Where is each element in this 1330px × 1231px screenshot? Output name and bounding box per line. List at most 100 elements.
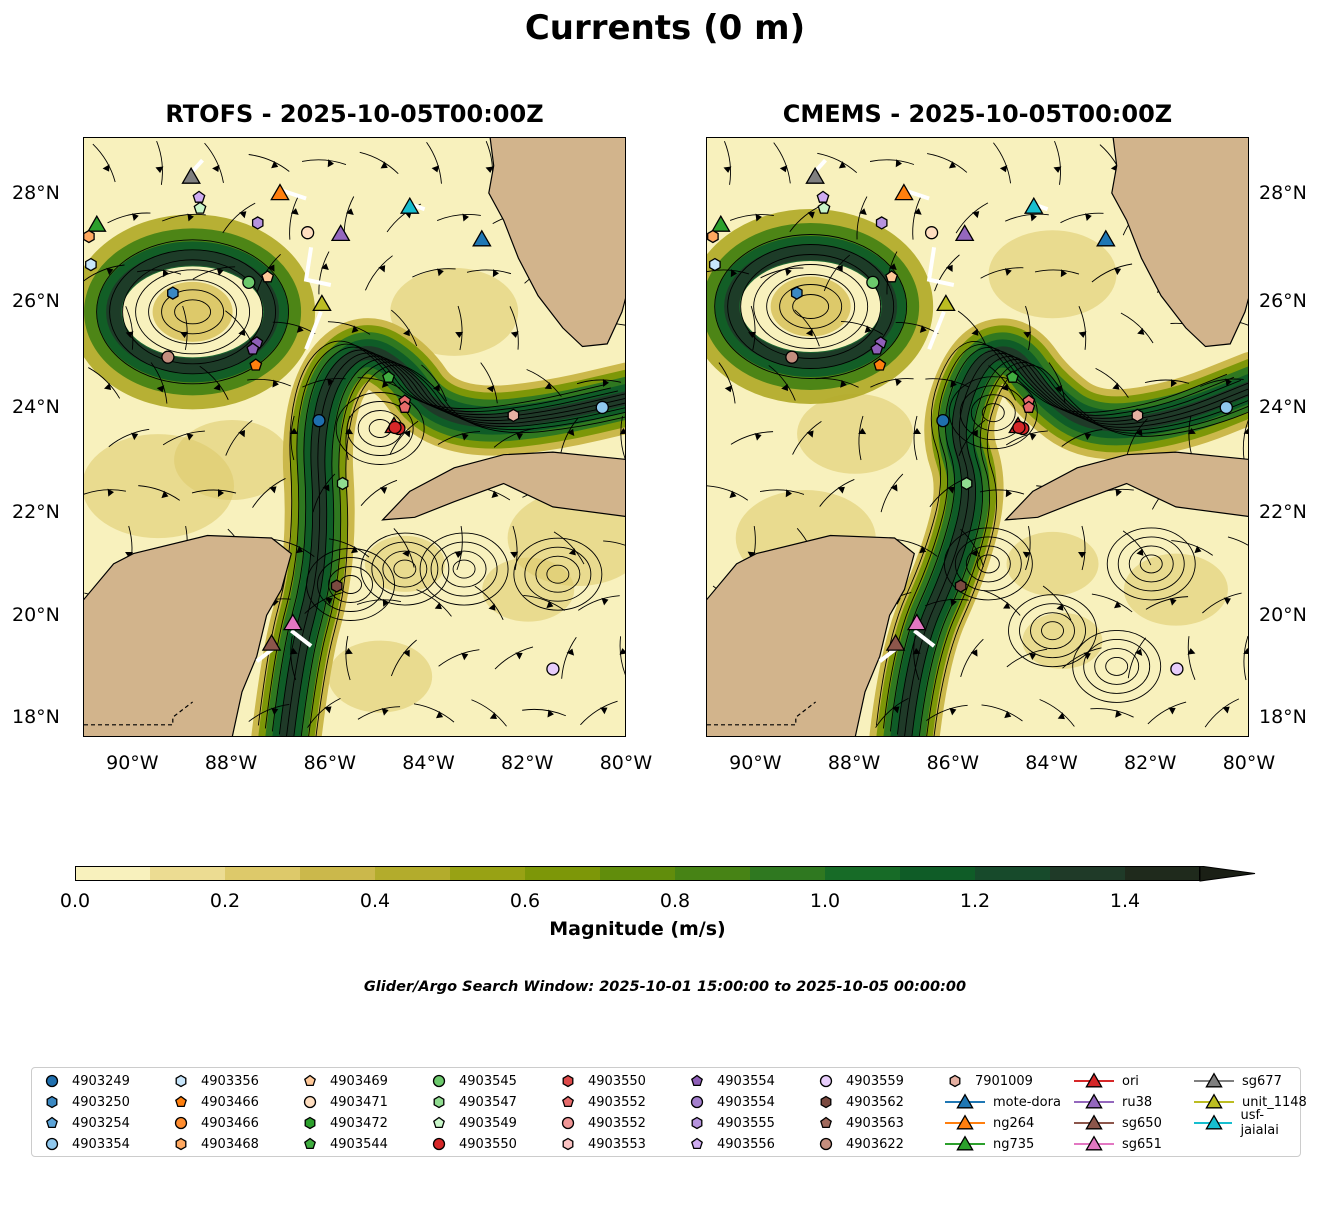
flow-arrow <box>318 251 330 295</box>
glider-track <box>303 246 332 287</box>
flow-arrow <box>929 478 965 508</box>
flow-arrow <box>768 365 796 401</box>
flow-arrow <box>393 528 415 568</box>
colorbar <box>75 866 1256 882</box>
marker-sg677 <box>805 166 825 184</box>
streamline <box>513 537 603 611</box>
marker-mote-dora <box>472 229 492 247</box>
streamline <box>546 564 570 584</box>
legend-triangle-icon <box>1085 1093 1103 1109</box>
marker-4903552 <box>1022 400 1036 413</box>
marker-unit_1148 <box>312 294 332 312</box>
streamline <box>360 532 450 606</box>
flow-arrow <box>107 212 151 224</box>
flow-arrow <box>1126 418 1148 458</box>
streamline <box>535 555 581 593</box>
legend-hexagon-icon <box>304 1116 316 1130</box>
legend-circle-icon <box>45 1137 59 1151</box>
cmems-panel-title: CMEMS - 2025-10-05T00:00Z <box>782 100 1173 128</box>
speed-region <box>364 535 445 592</box>
flow-arrow <box>960 638 984 677</box>
streamline <box>371 541 439 597</box>
flow-arrow <box>958 419 986 456</box>
flow-arrow <box>980 267 1024 279</box>
lat-tick-label: 24°N <box>1259 396 1307 419</box>
speed-region <box>1006 531 1099 596</box>
legend-label: ng735 <box>993 1136 1035 1152</box>
lon-tick-label: 80°W <box>1222 752 1276 774</box>
streamline <box>1106 527 1196 601</box>
flow-arrow <box>522 708 566 718</box>
colorbar-tick-label: 1.2 <box>959 890 991 912</box>
legend-item: 4903552 <box>558 1113 646 1133</box>
flow-arrow <box>454 526 463 571</box>
flow-arrow <box>979 489 1025 498</box>
marker-7901009 <box>1131 408 1144 423</box>
yucatan-land <box>84 534 292 736</box>
streamline <box>306 548 395 621</box>
legend-label: ori <box>1122 1073 1139 1089</box>
legend-label: 4903544 <box>330 1136 388 1152</box>
streamline <box>382 550 428 588</box>
streamline <box>918 359 1248 736</box>
flow-arrow <box>1200 378 1244 387</box>
lat-tick-label: 20°N <box>1259 604 1307 627</box>
legend-triangle-icon <box>956 1135 974 1151</box>
marker-4903559 <box>1170 662 1184 676</box>
colorbar-bin <box>225 866 300 881</box>
legend-item: 4903554 <box>687 1092 775 1112</box>
legend-label: 4903559 <box>846 1073 904 1089</box>
marker-4903555 <box>875 216 888 230</box>
marker-4903556 <box>192 190 206 203</box>
legend: 4903249 4903250 4903254 4903354 4903356 49034… <box>31 1067 1307 1157</box>
flow-arrow <box>192 266 236 280</box>
streamline <box>300 358 625 736</box>
flow-arrow <box>912 196 922 240</box>
flow-arrow <box>875 697 909 728</box>
flow-arrow <box>896 539 938 557</box>
flow-arrow <box>748 305 757 351</box>
flow-arrow <box>1204 698 1240 728</box>
streamline <box>981 403 1005 423</box>
border-line <box>84 701 193 726</box>
streamline <box>1008 594 1097 668</box>
marker-ng735 <box>711 214 731 232</box>
streamline <box>1072 629 1162 703</box>
legend-circle-icon <box>819 1137 833 1151</box>
marker-sg651 <box>282 613 303 631</box>
legend-item: 4903563 <box>816 1113 904 1133</box>
legend-label: ng264 <box>993 1115 1035 1131</box>
flow-arrow <box>792 421 822 455</box>
marker-4903466 <box>873 358 887 371</box>
marker-4903554 <box>870 342 884 355</box>
legend-item: 7901009 <box>945 1071 1033 1091</box>
streamline <box>904 353 1248 736</box>
marker-4903544 <box>1006 370 1019 383</box>
legend-item: ng264 <box>945 1113 1034 1133</box>
legend-item: 4903466 <box>171 1113 259 1133</box>
flow-arrow <box>289 635 298 681</box>
rtofs-panel-title: RTOFS - 2025-10-05T00:00Z <box>165 100 544 128</box>
flow-arrow <box>823 254 851 292</box>
speed-region <box>797 393 914 474</box>
marker-4903468 <box>84 229 95 244</box>
legend-label: 4903250 <box>72 1094 130 1110</box>
legend-label: 4903552 <box>588 1094 646 1110</box>
lon-tick-label: 84°W <box>402 752 455 774</box>
marker-4903547 <box>336 476 349 491</box>
colorbar-bin <box>300 866 375 881</box>
legend-hexagon-icon <box>949 1074 961 1088</box>
rtofs-map <box>83 137 626 737</box>
flow-arrow <box>1060 212 1104 224</box>
streamline <box>714 234 908 379</box>
flow-arrow <box>84 488 127 497</box>
flow-arrow <box>359 151 399 174</box>
colorbar-bin <box>900 866 975 881</box>
legend-triangle-icon <box>1085 1072 1103 1088</box>
legend-label: 4903466 <box>201 1115 259 1131</box>
legend-pentagon-icon <box>304 1074 316 1087</box>
marker-4903562 <box>330 579 343 593</box>
flow-arrow <box>955 202 989 234</box>
flow-arrow <box>125 306 134 350</box>
marker-mote-dora <box>1096 229 1116 247</box>
